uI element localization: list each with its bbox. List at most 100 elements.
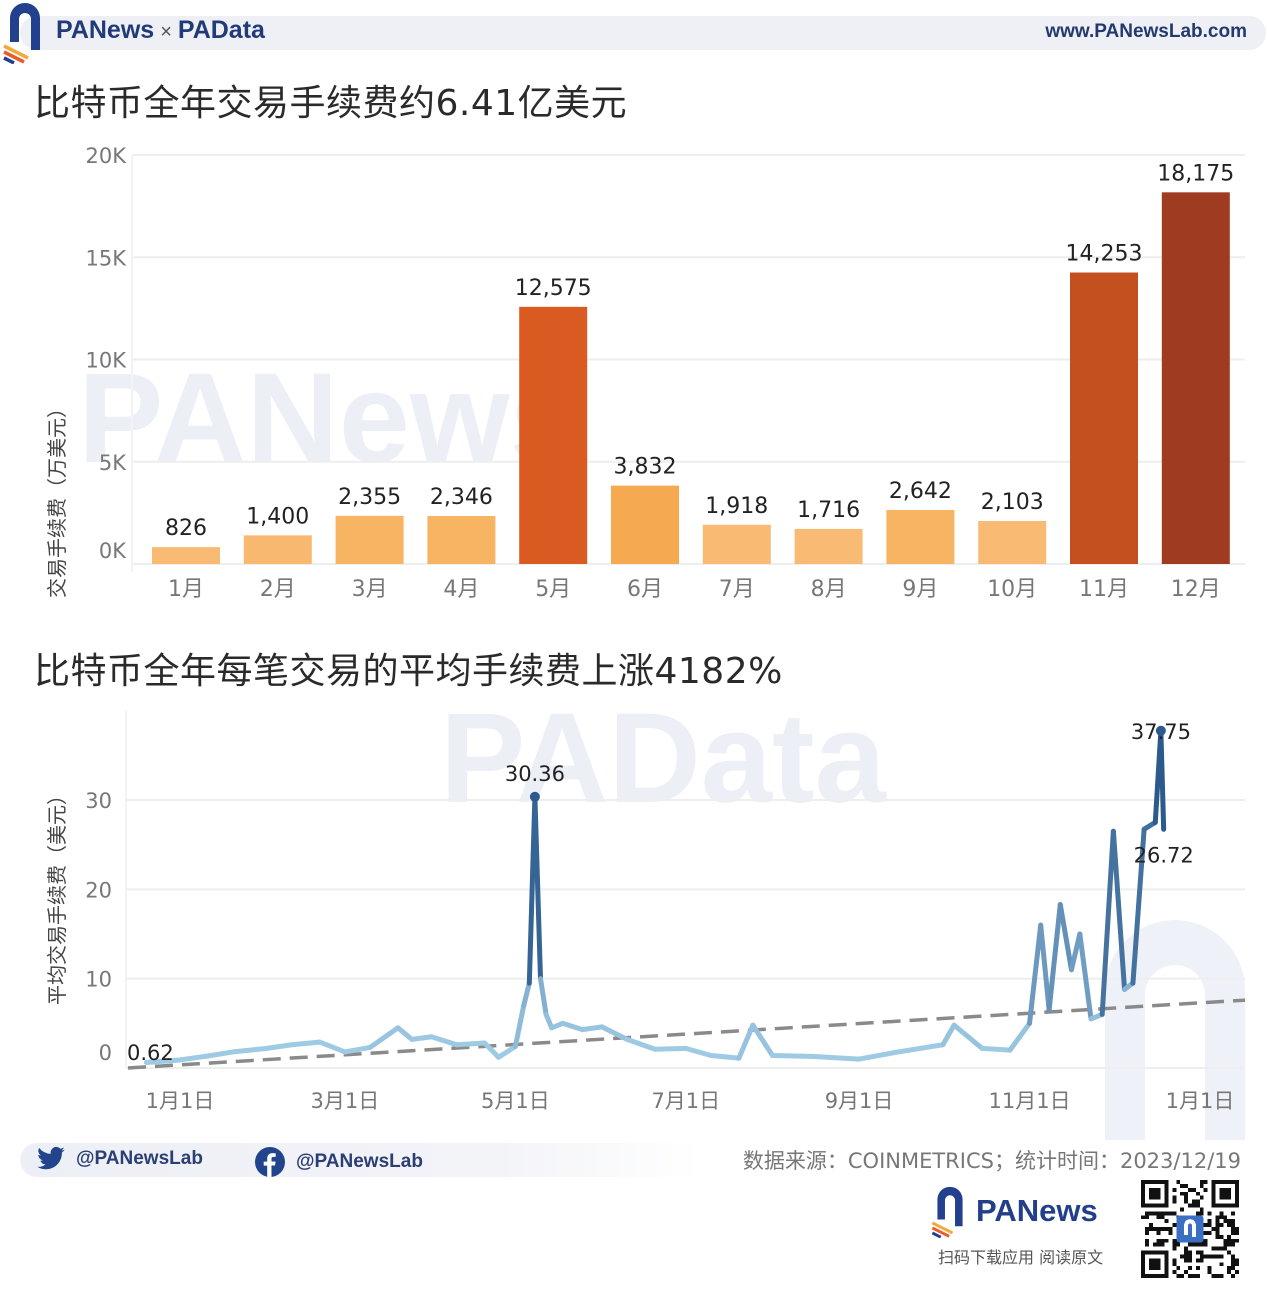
bar: [335, 515, 404, 564]
x-tick-label: 11月1日: [988, 1089, 1070, 1113]
line-chart-x-ticks: 1月1日 3月1日 5月1日 7月1日 9月1日 11月1日 1月1日: [146, 1089, 1235, 1113]
series-segment: [560, 1020, 585, 1033]
series-segment: [1038, 922, 1052, 1013]
x-tick-label: 1月1日: [146, 1089, 215, 1113]
y-tick-label: 0K: [99, 539, 127, 563]
y-tick-label: 5K: [99, 451, 127, 475]
series-segment: [1099, 828, 1116, 1017]
watermark-logo-icon: [1105, 920, 1245, 1140]
bar-value-label: 1,716: [797, 498, 860, 523]
series-segment: [1046, 902, 1063, 1013]
bar-value-label: 3,832: [614, 455, 677, 480]
bar: [1070, 272, 1138, 564]
bar-value-label: 1,400: [246, 504, 309, 529]
bar: [978, 520, 1047, 564]
bar-value-label: 826: [165, 516, 207, 541]
header-bar: [20, 16, 1266, 50]
bar: [702, 524, 771, 564]
bar: [152, 547, 220, 564]
y-tick-label: 15K: [86, 246, 128, 270]
bar-chart: 0K 5K 10K 15K 20K 交易手续费（万美元） 826 1,400 2,355 2,…: [45, 144, 1245, 602]
bottom-brand: PANews: [976, 1193, 1098, 1228]
bar-value-label: 14,253: [1066, 242, 1143, 267]
series-segment: [769, 1052, 815, 1059]
twitter-handle: @PANewsLab: [76, 1148, 203, 1169]
series-segment: [1130, 826, 1147, 986]
annotation-peak-dec: 37.75: [1131, 720, 1191, 744]
x-tick-label: 2月: [260, 577, 296, 602]
qr-code[interactable]: [1140, 1180, 1240, 1278]
x-tick-label: 9月: [902, 577, 938, 602]
bar-value-label: 12,575: [515, 276, 592, 301]
series-segment: [951, 1022, 985, 1051]
series-segment: [537, 976, 549, 1017]
trend-line: [127, 998, 1246, 1070]
footer-bar: [20, 1143, 700, 1177]
twitter-link[interactable]: @PANewsLab: [36, 1146, 203, 1172]
data-source: 数据来源：COINMETRICS；统计时间：2023/12/19: [742, 1149, 1241, 1173]
line-chart-y-ticks: 0 10 20 30: [85, 789, 112, 1065]
x-tick-label: 9月1日: [825, 1089, 894, 1113]
series-segment: [683, 1045, 714, 1058]
app-download-caption: 扫码下载应用 阅读原文: [938, 1248, 1104, 1267]
series-segment: [482, 1040, 502, 1060]
series-segment: [177, 1053, 208, 1063]
chart1-title: 比特币全年交易手续费约6.41亿美元: [34, 83, 628, 124]
annotation-start: 0.62: [127, 1041, 174, 1065]
y-tick-label: 30: [85, 789, 112, 813]
annotation-last: 26.72: [1134, 843, 1194, 867]
x-tick-label: 3月1日: [311, 1089, 380, 1113]
bar: [427, 516, 496, 564]
y-tick-label: 0: [99, 1041, 112, 1065]
y-tick-label: 20K: [86, 144, 128, 168]
line-chart-series: [127, 728, 1246, 1070]
line-chart-y-label: 平均交易手续费（美元）: [45, 785, 69, 1005]
series-segment: [230, 1045, 270, 1055]
series-segment: [652, 1045, 689, 1052]
bar-value-label: 2,642: [889, 479, 952, 504]
series-segment: [395, 1025, 415, 1042]
peak-marker: [529, 791, 540, 802]
series-segment: [454, 1040, 488, 1048]
x-tick-label: 7月: [719, 577, 755, 602]
series-segment: [512, 1002, 527, 1050]
bar-chart-gridlines: [131, 154, 1245, 572]
annotation-peak-may: 30.36: [505, 762, 565, 786]
x-tick-label: 5月: [535, 577, 571, 602]
series-segment: [202, 1049, 236, 1059]
series-segment: [342, 1044, 373, 1055]
bar-value-label: 2,355: [338, 485, 401, 510]
bar: [243, 535, 312, 564]
series-segment: [264, 1042, 295, 1051]
series-segment: [708, 1052, 742, 1061]
bar: [1161, 192, 1230, 564]
series-segment: [521, 980, 532, 1008]
series-segment: [1077, 931, 1094, 1022]
series-segment: [1027, 922, 1044, 1026]
x-tick-label: 6月: [627, 577, 663, 602]
facebook-link[interactable]: @PANewsLab: [254, 1146, 423, 1178]
series-segment: [429, 1034, 460, 1048]
series-segment: [979, 1045, 1013, 1053]
x-tick-label: 5月1日: [481, 1089, 550, 1113]
brand-title: PANews × PAData: [56, 16, 265, 45]
facebook-icon: [255, 1147, 285, 1177]
x-tick-label: 4月: [443, 577, 479, 602]
bar: [519, 306, 588, 564]
bar-chart-y-label: 交易手续费（万美元）: [45, 398, 69, 598]
brand-padata: PAData: [177, 16, 265, 44]
site-url-link[interactable]: www.PANewsLab.com: [1045, 21, 1247, 42]
series-segment: [289, 1039, 323, 1048]
series-segment: [940, 1022, 957, 1048]
bar-value-label: 2,103: [981, 490, 1044, 515]
panews-logo-icon: [3, 3, 40, 64]
series-segment: [736, 1022, 756, 1061]
line-chart-annotations: 0.62 30.36 37.75 26.72: [127, 720, 1194, 1065]
x-tick-label: 10月: [987, 577, 1037, 602]
chart2-title: 比特币全年每笔交易的平均手续费上涨4182%: [34, 651, 783, 692]
x-tick-label: 7月1日: [651, 1089, 720, 1113]
x-tick-label: 3月: [352, 577, 388, 602]
series-segment: [809, 1053, 862, 1062]
bar: [794, 528, 863, 564]
